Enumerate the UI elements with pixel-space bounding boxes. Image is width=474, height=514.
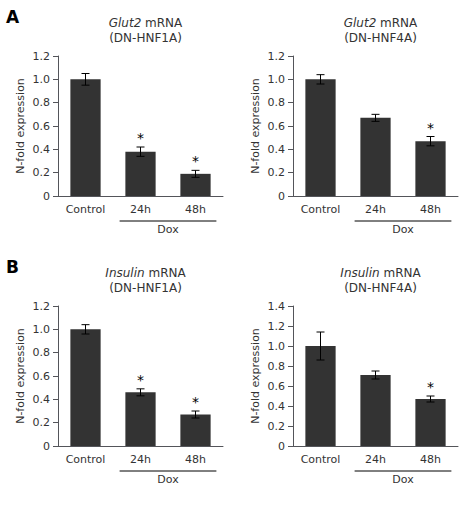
svg-text:Insulin: Insulin (340, 266, 379, 280)
svg-text:0.2: 0.2 (268, 166, 286, 179)
svg-text:0.4: 0.4 (268, 143, 286, 156)
svg-text:*: * (427, 120, 434, 136)
svg-text:(DN-HNF4A): (DN-HNF4A) (344, 281, 417, 295)
svg-text:0.2: 0.2 (33, 416, 51, 429)
svg-text:mRNA: mRNA (141, 16, 183, 30)
svg-text:Control: Control (66, 203, 106, 216)
svg-text:48h: 48h (420, 453, 441, 466)
svg-text:N-fold expression: N-fold expression (14, 328, 27, 424)
svg-text:1.0: 1.0 (33, 323, 51, 336)
svg-text:1.0: 1.0 (33, 73, 51, 86)
svg-text:48h: 48h (185, 453, 206, 466)
svg-text:0.8: 0.8 (33, 96, 51, 109)
svg-text:0: 0 (278, 440, 285, 453)
svg-text:Dox: Dox (157, 223, 179, 236)
svg-text:*: * (427, 379, 434, 395)
svg-text:48h: 48h (420, 203, 441, 216)
svg-text:N-fold expression: N-fold expression (249, 328, 262, 424)
svg-text:Dox: Dox (392, 223, 414, 236)
svg-text:1.2: 1.2 (268, 50, 286, 63)
svg-text:0.8: 0.8 (33, 346, 51, 359)
svg-text:Dox: Dox (392, 473, 414, 486)
svg-text:48h: 48h (185, 203, 206, 216)
svg-text:(DN-HNF4A): (DN-HNF4A) (344, 31, 417, 45)
svg-text:0.2: 0.2 (33, 166, 51, 179)
svg-text:0.8: 0.8 (268, 360, 286, 373)
svg-text:24h: 24h (130, 203, 151, 216)
svg-text:*: * (137, 130, 144, 146)
svg-text:*: * (192, 394, 199, 410)
svg-text:24h: 24h (130, 453, 151, 466)
svg-text:0.6: 0.6 (33, 120, 51, 133)
svg-text:0.4: 0.4 (33, 393, 51, 406)
svg-text:0: 0 (43, 440, 50, 453)
svg-text:Control: Control (66, 453, 106, 466)
svg-text:*: * (137, 372, 144, 388)
svg-text:(DN-HNF1A): (DN-HNF1A) (109, 31, 182, 45)
svg-text:24h: 24h (365, 453, 386, 466)
svg-text:0.4: 0.4 (268, 400, 286, 413)
svg-text:0.8: 0.8 (268, 96, 286, 109)
svg-text:mRNA: mRNA (380, 266, 422, 280)
svg-text:24h: 24h (365, 203, 386, 216)
svg-text:mRNA: mRNA (145, 266, 187, 280)
svg-text:1.2: 1.2 (268, 320, 286, 333)
svg-text:0.6: 0.6 (268, 380, 286, 393)
svg-text:Glut2: Glut2 (344, 16, 377, 30)
svg-text:0: 0 (278, 190, 285, 203)
svg-text:Glut2: Glut2 (109, 16, 142, 30)
svg-text:1.0: 1.0 (268, 340, 286, 353)
svg-text:*: * (192, 153, 199, 169)
svg-text:B: B (6, 257, 19, 277)
svg-text:1.4: 1.4 (268, 300, 286, 313)
svg-text:N-fold expression: N-fold expression (14, 78, 27, 174)
svg-text:0.2: 0.2 (268, 420, 286, 433)
svg-text:0.6: 0.6 (268, 120, 286, 133)
svg-text:Dox: Dox (157, 473, 179, 486)
svg-text:0.6: 0.6 (33, 370, 51, 383)
svg-text:1.2: 1.2 (33, 300, 51, 313)
svg-text:Insulin: Insulin (105, 266, 144, 280)
svg-text:Control: Control (301, 453, 341, 466)
svg-text:Control: Control (301, 203, 341, 216)
svg-text:0: 0 (43, 190, 50, 203)
svg-text:1.0: 1.0 (268, 73, 286, 86)
svg-text:A: A (6, 7, 20, 27)
svg-text:(DN-HNF1A): (DN-HNF1A) (109, 281, 182, 295)
svg-text:mRNA: mRNA (376, 16, 418, 30)
svg-text:0.4: 0.4 (33, 143, 51, 156)
svg-text:N-fold expression: N-fold expression (249, 78, 262, 174)
svg-text:1.2: 1.2 (33, 50, 51, 63)
